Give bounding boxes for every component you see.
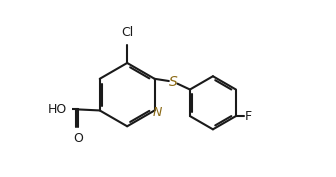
Text: N: N bbox=[153, 106, 162, 119]
Text: S: S bbox=[169, 75, 178, 89]
Text: O: O bbox=[73, 132, 83, 145]
Text: Cl: Cl bbox=[121, 27, 133, 39]
Text: HO: HO bbox=[48, 103, 67, 116]
Text: F: F bbox=[245, 110, 252, 122]
